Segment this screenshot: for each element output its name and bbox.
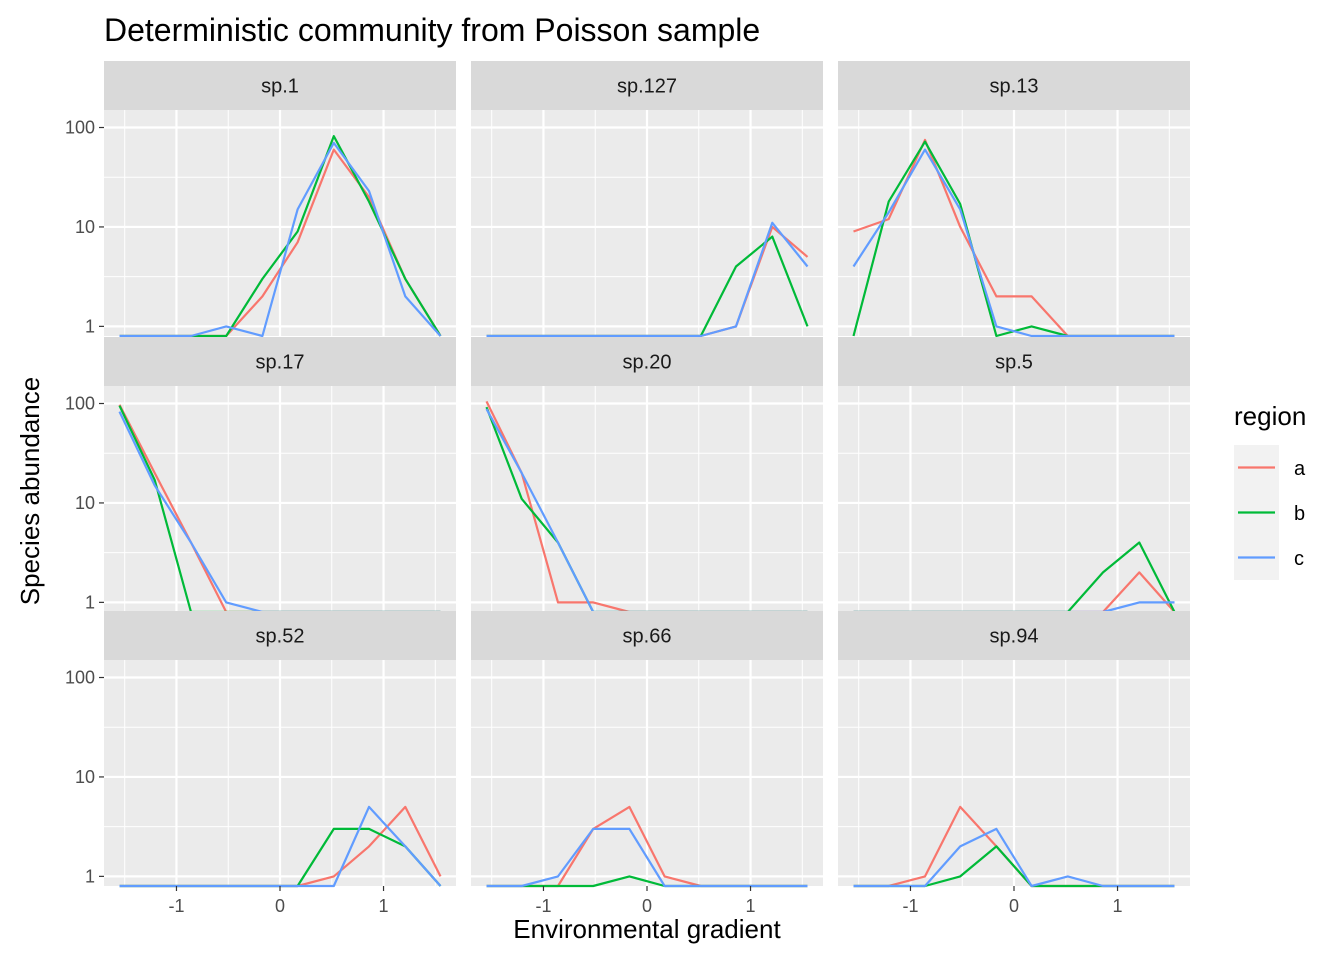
facet-strip xyxy=(838,337,1190,386)
facet-panel: sp.20 xyxy=(471,337,823,614)
facet-panel: sp.66 xyxy=(471,611,823,888)
facet-strip xyxy=(471,337,823,386)
y-tick-label: 10 xyxy=(75,767,95,787)
facet-strip-label: sp.66 xyxy=(623,626,672,648)
facet-strip-label: sp.52 xyxy=(256,626,305,648)
y-axis-ticks: 1 10 100 1 10 100 1 10 100 xyxy=(65,118,104,886)
y-tick-label: 10 xyxy=(75,493,95,513)
series-line-c xyxy=(119,141,442,338)
legend: region a b c xyxy=(1234,401,1306,580)
x-tick-label: 0 xyxy=(642,896,652,916)
facet-strip-label: sp.1 xyxy=(261,76,299,98)
facet-strip xyxy=(471,61,823,110)
facet-strip xyxy=(471,611,823,660)
facet-panel: sp.17 xyxy=(104,337,456,614)
legend-label: c xyxy=(1294,548,1304,570)
x-tick-label: -1 xyxy=(902,896,918,916)
legend-label: a xyxy=(1294,458,1306,480)
facet-panels: sp.1 sp.127 sp.13 sp.17 sp.20 sp.5 sp.52 sp.66 s… xyxy=(104,61,1190,888)
x-tick-label: 0 xyxy=(1009,896,1019,916)
facet-strip-label: sp.94 xyxy=(990,626,1039,648)
facet-panel: sp.94 xyxy=(838,611,1190,888)
y-tick-label: 100 xyxy=(65,118,95,138)
y-tick-label: 10 xyxy=(75,217,95,237)
facet-strip-label: sp.20 xyxy=(623,352,672,374)
legend-label: b xyxy=(1294,503,1305,525)
facet-panel: sp.13 xyxy=(838,61,1190,338)
series-line-c xyxy=(486,221,809,338)
y-tick-label: 100 xyxy=(65,668,95,688)
facet-panel: sp.5 xyxy=(838,337,1190,614)
series-line-c xyxy=(853,827,1175,888)
y-tick-label: 1 xyxy=(85,316,95,336)
series-line-c xyxy=(486,827,808,888)
x-tick-label: 1 xyxy=(379,896,389,916)
legend-item-a: a xyxy=(1234,445,1306,490)
legend-title: region xyxy=(1234,401,1306,431)
facet-strip-label: sp.13 xyxy=(990,76,1039,98)
facet-strip xyxy=(104,61,456,110)
facet-strip xyxy=(104,337,456,386)
x-tick-label: 0 xyxy=(275,896,285,916)
facet-panel: sp.1 xyxy=(104,61,456,338)
y-tick-label: 1 xyxy=(85,866,95,886)
x-axis-title: Environmental gradient xyxy=(513,914,781,944)
facet-panel: sp.52 xyxy=(104,611,456,888)
facet-strip xyxy=(838,61,1190,110)
y-tick-label: 1 xyxy=(85,592,95,612)
facet-strip-label: sp.17 xyxy=(256,352,305,374)
legend-item-c: c xyxy=(1234,535,1304,580)
x-tick-label: 1 xyxy=(1113,896,1123,916)
facet-strip xyxy=(104,611,456,660)
legend-item-b: b xyxy=(1234,490,1305,535)
facet-panel: sp.127 xyxy=(471,61,823,338)
facet-strip-label: sp.5 xyxy=(995,352,1033,374)
x-axis-ticks: -1 0 1 -1 0 1 -1 0 1 xyxy=(168,886,1123,916)
chart-title: Deterministic community from Poisson sam… xyxy=(104,12,760,48)
x-tick-label: 1 xyxy=(746,896,756,916)
facet-strip xyxy=(838,611,1190,660)
series-line-c xyxy=(852,148,1175,338)
y-axis-title: Species abundance xyxy=(15,377,45,605)
y-tick-label: 100 xyxy=(65,394,95,414)
facet-strip-label: sp.127 xyxy=(617,76,677,98)
x-tick-label: -1 xyxy=(168,896,184,916)
x-tick-label: -1 xyxy=(535,896,551,916)
